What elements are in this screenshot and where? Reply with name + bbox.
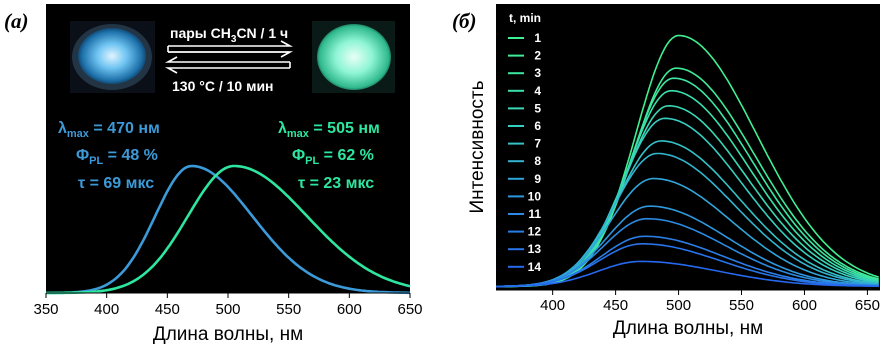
legend-label-6: 6 [534, 119, 541, 133]
lambda-right: λmax = 505 нм [278, 120, 380, 140]
panel-b-x-axis: 400 450 500 550 600 650 [496, 289, 880, 314]
conversion-arrows: пары CH3CN / 1 ч 130 °C / 10 мин [164, 25, 294, 94]
panel-a-x-tick-label: 350 [33, 301, 58, 318]
right-params: λmax = 505 нм ΦPL = 62 % τ = 23 мкс [278, 120, 380, 192]
legend-label-14: 14 [528, 260, 542, 274]
panel-b-curves [495, 34, 879, 288]
panel-b-series-9-line [495, 177, 879, 288]
panel-a-series-1-line [45, 164, 410, 295]
legend-label-4: 4 [534, 84, 541, 98]
panel-b-x-tick-label: 400 [540, 297, 565, 314]
panel-a-x-tick-label: 550 [276, 301, 301, 318]
panel-b-x-tick-label: 550 [729, 297, 754, 314]
legend-label-2: 2 [534, 49, 541, 63]
tau-left: τ = 69 мкс [78, 175, 154, 192]
panel-a-x-tick-label: 600 [337, 301, 362, 318]
legend-label-3: 3 [534, 66, 541, 80]
panel-a-x-tick-label: 500 [215, 301, 240, 318]
panel-b-series-13-line [495, 243, 879, 288]
panel-a-x-tick-label: 650 [397, 301, 422, 318]
legend-label-5: 5 [534, 101, 541, 115]
panel-b-y-label: Интенсивность [467, 80, 488, 213]
legend-label-11: 11 [528, 207, 541, 221]
panel-b-x-tick-label: 600 [792, 297, 817, 314]
sample-photo-green [312, 21, 395, 93]
panel-a-tag: (a) [4, 9, 29, 33]
tau-right: τ = 23 мкс [298, 175, 374, 192]
legend-label-9: 9 [534, 172, 541, 186]
panel-a-curves [45, 164, 411, 295]
reverse-condition: 130 °C / 10 мин [172, 78, 274, 94]
panel-a-x-axis: 350 400 450 500 550 600 650 [33, 292, 423, 318]
panel-b-tag: (б) [452, 9, 476, 33]
panel-b-x-tick-label: 500 [666, 297, 691, 314]
legend-title: t, min [509, 11, 541, 25]
panel-a-x-tick-label: 400 [94, 301, 119, 318]
phi-right: ΦPL = 62 % [292, 147, 374, 167]
panel-b-x-label: Длина волны, нм [613, 318, 763, 339]
forward-condition: пары CH3CN / 1 ч [170, 25, 288, 45]
panel-b-series-14-line [496, 260, 879, 288]
phi-left: ΦPL = 48 % [76, 147, 158, 167]
panel-b-plot-area [496, 4, 880, 290]
sample-photo-blue [70, 21, 155, 93]
legend-label-12: 12 [528, 225, 542, 239]
left-arrow-icon [164, 56, 290, 74]
left-params: λmax = 470 нм ΦPL = 48 % τ = 69 мкс [58, 120, 160, 192]
legend-label-13: 13 [528, 242, 542, 256]
panel-b-x-tick-label: 650 [855, 297, 880, 314]
panel-a-x-label: Длина волны, нм [153, 324, 303, 344]
legend-label-7: 7 [534, 137, 541, 151]
panel-a-series-2-line [46, 164, 411, 295]
panel-a-x-tick-label: 450 [155, 301, 180, 318]
legend-label-8: 8 [534, 154, 541, 168]
panel-b-series-11-line [495, 217, 879, 288]
lambda-left: λmax = 470 нм [58, 120, 160, 140]
legend-label-10: 10 [528, 189, 542, 203]
panel-b-x-tick-label: 450 [603, 297, 628, 314]
legend-label-1: 1 [534, 31, 541, 45]
